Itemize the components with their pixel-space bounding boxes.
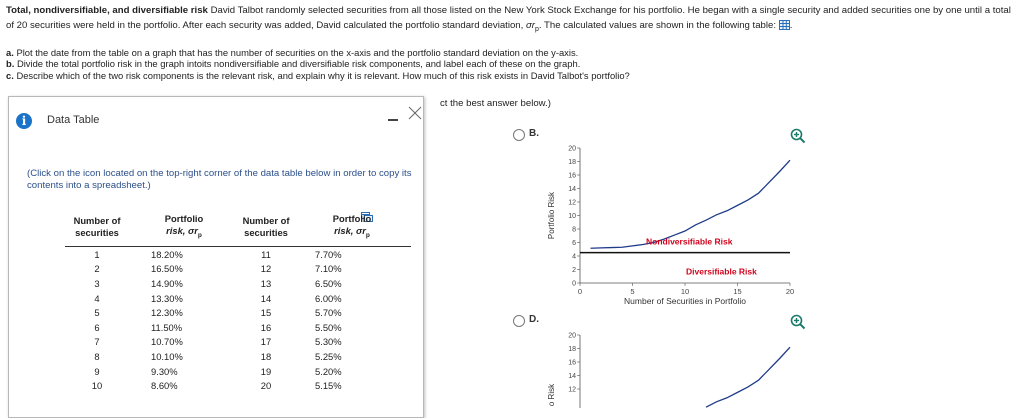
y-tick-label: 6 [572,240,576,247]
y-tick-label: 16 [568,360,576,367]
chart-option-d: 12 14 16 18 20 o Risk [547,333,791,408]
table-row: 9 9.30% 19 5.20% [94,365,342,377]
table-row: 2 16.50% 12 7.10% [94,263,342,275]
y-tick-label: 20 [568,146,576,153]
x-axis-label: Number of Securities in Portfolio [624,296,746,306]
y-tick-label: 14 [568,373,576,380]
table-row: 3 14.90% 13 6.50% [94,277,342,289]
y-tick-label: 0 [572,281,576,288]
problem-statement: Total, nondiversifiable, and diversifiab… [6,3,1016,37]
y-tick-label: 18 [568,159,576,166]
y-tick-label: 12 [568,200,576,207]
problem-title: Total, nondiversifiable, and diversifiab… [6,5,208,16]
sigma-subscript: p [534,25,539,33]
copy-instruction: (Click on the icon located on the top-ri… [27,168,412,191]
x-tick-label: 10 [681,287,689,296]
zoom-icon[interactable] [790,128,806,144]
x-tick-label: 15 [733,287,741,296]
data-table-dialog: i Data Table (Click on the icon located … [8,96,424,418]
table-row: 6 11.50% 16 5.50% [94,321,342,333]
option-d-label: D. [529,314,539,325]
header-risk: Portfolio risk, σrp [293,208,411,247]
risk-curve [705,346,791,408]
header-risk: Portfolio risk, σrp [129,208,239,247]
y-tick-label: 10 [568,213,576,220]
part-b: b. Divide the total portfolio risk in th… [6,58,581,70]
nondiversifiable-label: Nondiversifiable Risk [646,237,733,247]
part-a: a. Plot the date from the table on a gra… [6,47,579,58]
y-tick-label: 8 [572,227,576,234]
option-b-radio[interactable] [513,129,525,141]
option-b-label: B. [529,128,539,139]
select-hint: ct the best answer below.) [440,98,551,109]
table-row: 4 13.30% 14 6.00% [94,292,342,304]
x-tick-label: 0 [578,287,582,296]
problem-trailing: . [789,20,793,31]
problem-text: David Talbot randomly selected securitie… [6,5,1011,31]
table-row: 5 12.30% 15 5.70% [94,307,342,319]
dialog-header: i Data Table [9,97,423,137]
problem-text-after: . The calculated values are shown in the… [538,20,777,31]
y-tick-label: 16 [568,173,576,180]
y-tick-label: 2 [572,267,576,274]
table-row: 1 18.20% 11 7.70% [94,248,342,260]
zoom-icon[interactable] [790,314,806,330]
table-row: 10 8.60% 20 5.15% [91,380,342,392]
close-icon[interactable] [407,105,423,121]
info-icon: i [16,113,32,129]
x-tick-label: 20 [786,287,794,296]
data-table: Number of securities Portfolio risk, σrp N… [65,208,411,393]
dialog-title: Data Table [47,114,100,126]
y-tick-label: 18 [568,346,576,353]
table-row: 7 10.70% 17 5.30% [94,336,342,348]
header-securities: Number of securities [65,208,129,247]
y-tick-label: 12 [568,387,576,394]
diversifiable-label: Diversifiable Risk [686,267,757,277]
part-c: c. Describe which of the two risk compon… [6,69,630,81]
sigma-symbol: σr [525,20,535,31]
y-tick-label: 14 [568,186,576,193]
risk-curve [590,159,791,249]
y-tick-label: 4 [572,254,576,261]
question-parts: a. Plot the date from the table on a gra… [6,47,630,81]
y-axis-label: o Risk [547,383,556,406]
y-tick-label: 20 [568,333,576,340]
table-row: 8 10.10% 18 5.25% [94,350,342,362]
table-icon[interactable] [778,20,790,31]
option-d-radio[interactable] [513,315,525,327]
x-tick-label: 5 [630,287,634,296]
minimize-button[interactable] [386,109,400,123]
header-securities: Number of securities [239,208,293,247]
chart-option-b: 0 2 4 6 8 10 12 14 16 18 20 0 5 10 15 20 Number of Secur… [547,146,794,307]
y-axis-label: Portfolio Risk [547,191,556,239]
